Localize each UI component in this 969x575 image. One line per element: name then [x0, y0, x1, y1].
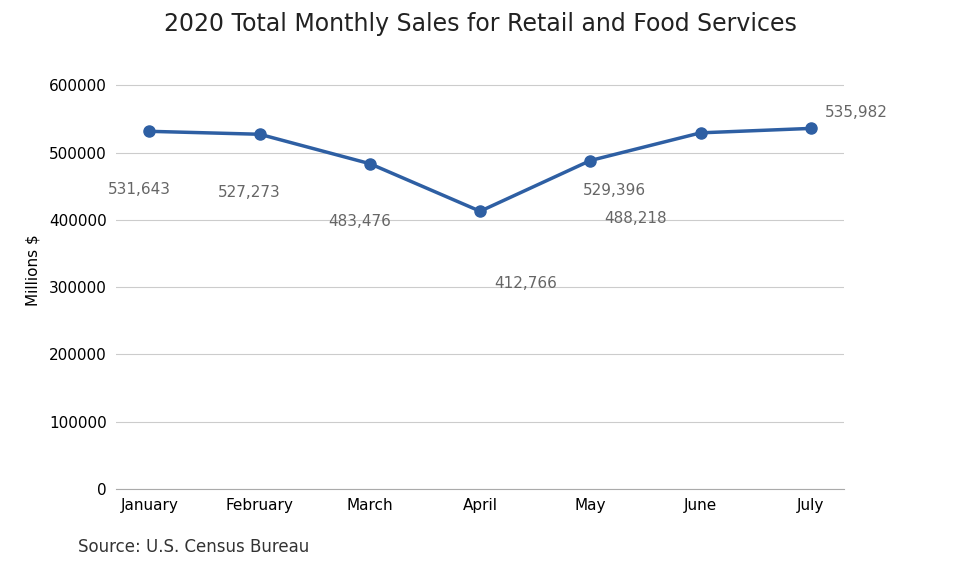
Text: Source: U.S. Census Bureau: Source: U.S. Census Bureau	[78, 538, 308, 556]
Y-axis label: Millions $: Millions $	[25, 235, 41, 306]
Text: 535,982: 535,982	[824, 105, 887, 120]
Text: 483,476: 483,476	[328, 214, 391, 229]
Text: 529,396: 529,396	[582, 183, 645, 198]
Title: 2020 Total Monthly Sales for Retail and Food Services: 2020 Total Monthly Sales for Retail and …	[164, 12, 796, 36]
Text: 488,218: 488,218	[604, 211, 667, 226]
Text: 531,643: 531,643	[108, 182, 171, 197]
Text: 412,766: 412,766	[493, 275, 556, 290]
Text: 527,273: 527,273	[218, 185, 280, 200]
